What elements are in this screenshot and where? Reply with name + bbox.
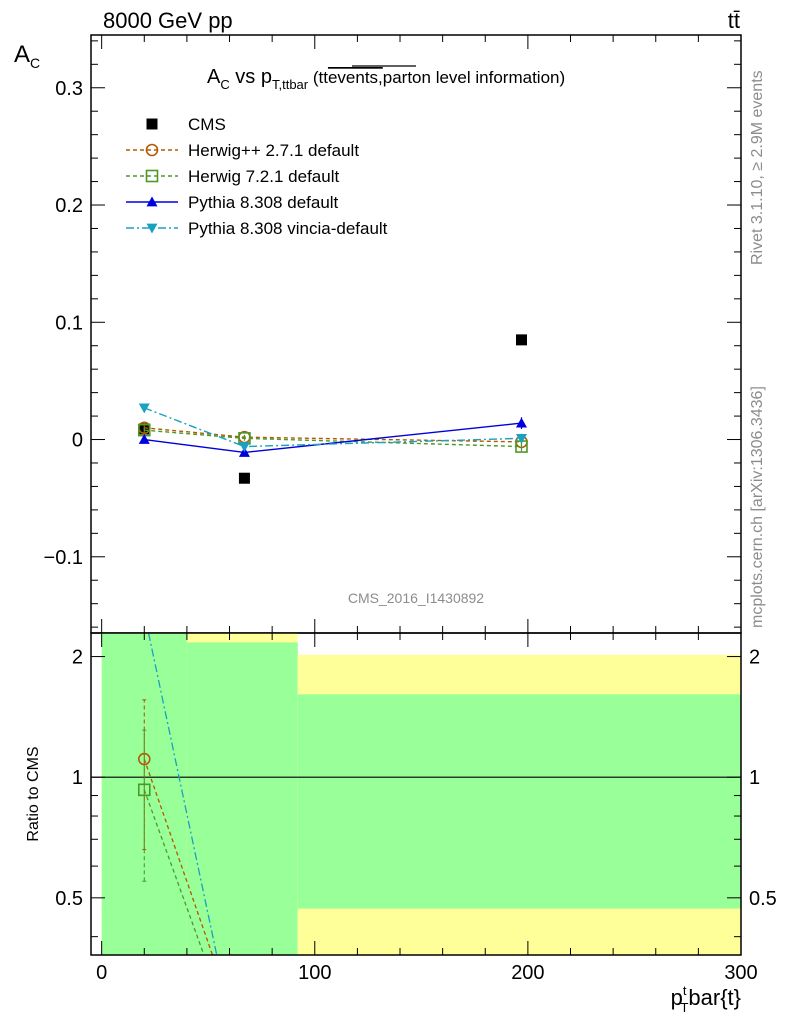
legend-label: Pythia 8.308 vincia-default <box>188 219 388 238</box>
process-label: tt̄ <box>728 8 740 33</box>
legend-marker <box>146 118 158 130</box>
mcplots-label: mcplots.cern.ch [arXiv:1306.3436] <box>749 386 766 628</box>
energy-label: 8000 GeV pp <box>103 8 233 33</box>
ratio-series-line <box>143 789 205 955</box>
uncertainty-band-green <box>297 694 741 909</box>
data-point <box>515 433 527 444</box>
chart-title: AC vs pT,ttbar (ttevents,parton level in… <box>207 66 565 92</box>
ratio-panel: 0.5 0.5 1 1 2 2 0 100 200 300 Ratio to CMS pt Tba… <box>25 632 777 1015</box>
series-vincia <box>138 403 527 453</box>
ratio-y-tick-label-left: 0.5 <box>55 888 83 910</box>
series-data <box>138 334 527 484</box>
data-point <box>238 472 250 484</box>
data-point <box>238 442 250 453</box>
x-tick-label: 300 <box>724 962 757 984</box>
legend-label: CMS <box>188 115 226 134</box>
x-tick-label: 200 <box>511 962 544 984</box>
legend-item-data: CMS <box>146 115 226 134</box>
ratio-series-herwig7 <box>137 729 205 955</box>
top-series-layer <box>137 334 528 484</box>
top-x-ticks <box>101 35 742 633</box>
legend-item-herwig7: Herwig 7.2.1 default <box>126 167 339 186</box>
legend-label: Pythia 8.308 default <box>188 193 339 212</box>
y-tick-label: 0.3 <box>55 78 83 100</box>
x-tick-label: 100 <box>298 962 331 984</box>
analysis-watermark: CMS_2016_I1430892 <box>348 590 484 606</box>
legend-item-vincia: Pythia 8.308 vincia-default <box>126 219 388 238</box>
rivet-label: Rivet 3.1.10, ≥ 2.9M events <box>749 70 766 265</box>
y-tick-label: 0.1 <box>55 312 83 334</box>
legend-marker <box>146 223 158 234</box>
legend: CMS Herwig++ 2.7.1 default Herwig 7.2.1 de… <box>126 115 388 238</box>
series-line <box>144 422 522 454</box>
y-tick-label: 0.2 <box>55 195 83 217</box>
ratio-y-ticks: 0.5 0.5 1 1 2 2 <box>55 647 777 938</box>
ratio-y-axis-label: Ratio to CMS <box>25 746 42 841</box>
legend-item-pythia: Pythia 8.308 default <box>126 193 339 212</box>
ratio-series-vincia <box>147 633 218 955</box>
legend-label: Herwig++ 2.7.1 default <box>188 141 359 160</box>
legend-item-herwigpp: Herwig++ 2.7.1 default <box>126 141 359 160</box>
series-line <box>144 407 522 448</box>
data-point <box>515 417 527 428</box>
ratio-bands <box>101 633 741 955</box>
legend-label: Herwig 7.2.1 default <box>188 167 339 186</box>
x-axis-label: pt Tbar{t} <box>671 983 741 1015</box>
legend-marker <box>145 169 159 183</box>
ratio-y-tick-label-left: 2 <box>72 647 83 669</box>
ratio-series-layer <box>137 633 218 955</box>
ratio-y-tick-label-right: 0.5 <box>749 888 777 910</box>
ratio-y-tick-label-left: 1 <box>72 767 83 789</box>
y-tick-label: −0.1 <box>44 547 83 569</box>
uncertainty-band-green <box>186 642 298 955</box>
data-point <box>515 334 527 346</box>
legend-marker <box>146 196 158 207</box>
ratio-x-ticks: 0 100 200 300 <box>96 633 758 984</box>
ratio-series-line <box>147 633 218 955</box>
top-panel: −0.1 0 0.1 0.2 0.3 AC vs pT,ttbar (ttevents,… <box>44 34 742 634</box>
ratio-panel-frame <box>90 632 742 956</box>
data-point <box>138 403 150 414</box>
ratio-point <box>137 783 151 797</box>
legend-marker <box>145 143 159 157</box>
ratio-y-tick-label-right: 2 <box>749 647 760 669</box>
ratio-y-tick-label-right: 1 <box>749 767 760 789</box>
series-pythia <box>138 417 527 457</box>
data-point <box>138 434 150 444</box>
top-y-ticks: −0.1 0 0.1 0.2 0.3 <box>44 40 741 628</box>
x-tick-label: 0 <box>96 962 107 984</box>
top-y-axis-label: AC <box>14 41 40 71</box>
y-tick-label: 0 <box>72 430 83 452</box>
